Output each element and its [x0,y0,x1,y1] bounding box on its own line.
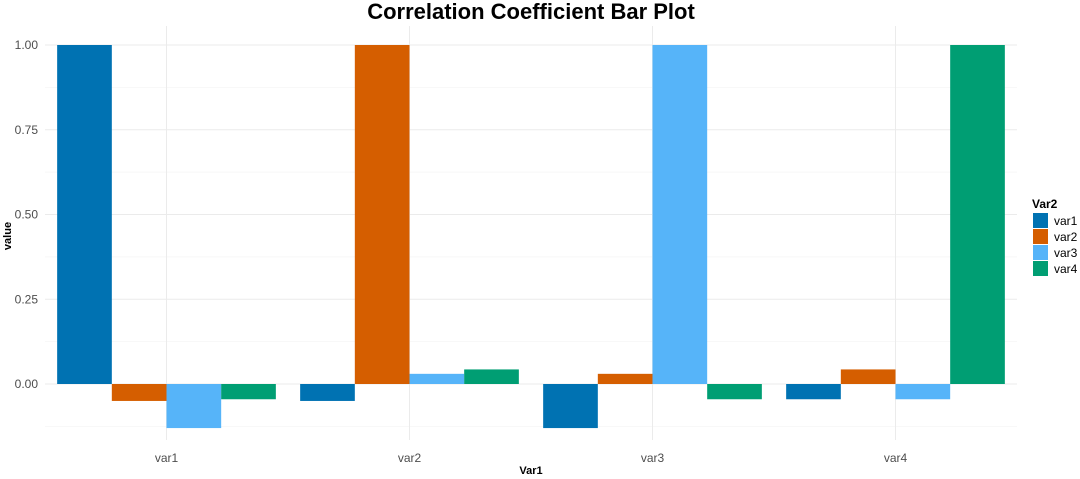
y-axis-title: value [2,222,14,250]
y-tick-label: 1.00 [15,38,39,52]
legend-key-var2 [1033,229,1048,244]
bar-var1-var4 [221,384,276,400]
bar-var2-var2 [354,45,410,384]
y-tick-label: 0.00 [15,377,39,391]
bar-var1-var1 [57,45,112,384]
bar-var4-var2 [840,369,896,384]
legend-label-var1: var1 [1054,214,1078,228]
bar-var3-var4 [707,384,762,400]
bar-var1-var3 [166,384,222,429]
x-tick-label: var4 [884,451,908,465]
x-axis-ticks: var1 var2 var3 var4 [155,451,908,465]
chart-title: Correlation Coefficient Bar Plot [367,0,695,24]
legend: Var2 var1 var2 var3 var4 [1032,197,1078,276]
legend-key-var1 [1033,213,1048,228]
bar-var3-var1 [543,384,598,429]
bar-var2-var4 [464,369,519,384]
y-tick-label: 0.25 [15,292,39,306]
legend-label-var2: var2 [1054,230,1078,244]
bar-var4-var1 [786,384,841,400]
bars [57,45,1005,429]
bar-var3-var2 [597,373,653,384]
legend-key-var3 [1033,245,1048,260]
y-axis-ticks: 0.00 0.25 0.50 0.75 1.00 [15,38,39,391]
legend-label-var4: var4 [1054,262,1078,276]
y-tick-label: 0.50 [15,208,39,222]
x-tick-label: var2 [398,451,422,465]
bar-var1-var2 [111,384,167,401]
x-tick-label: var1 [155,451,179,465]
bar-var4-var3 [895,384,951,400]
y-tick-label: 0.75 [15,123,39,137]
bar-var3-var3 [652,45,708,384]
bar-var2-var3 [409,373,465,384]
bar-var4-var4 [950,45,1005,384]
legend-key-var4 [1033,261,1048,276]
legend-title: Var2 [1032,197,1058,211]
x-tick-label: var3 [641,451,665,465]
x-axis-title: Var1 [519,465,542,477]
bar-var2-var1 [300,384,355,401]
legend-label-var3: var3 [1054,246,1078,260]
